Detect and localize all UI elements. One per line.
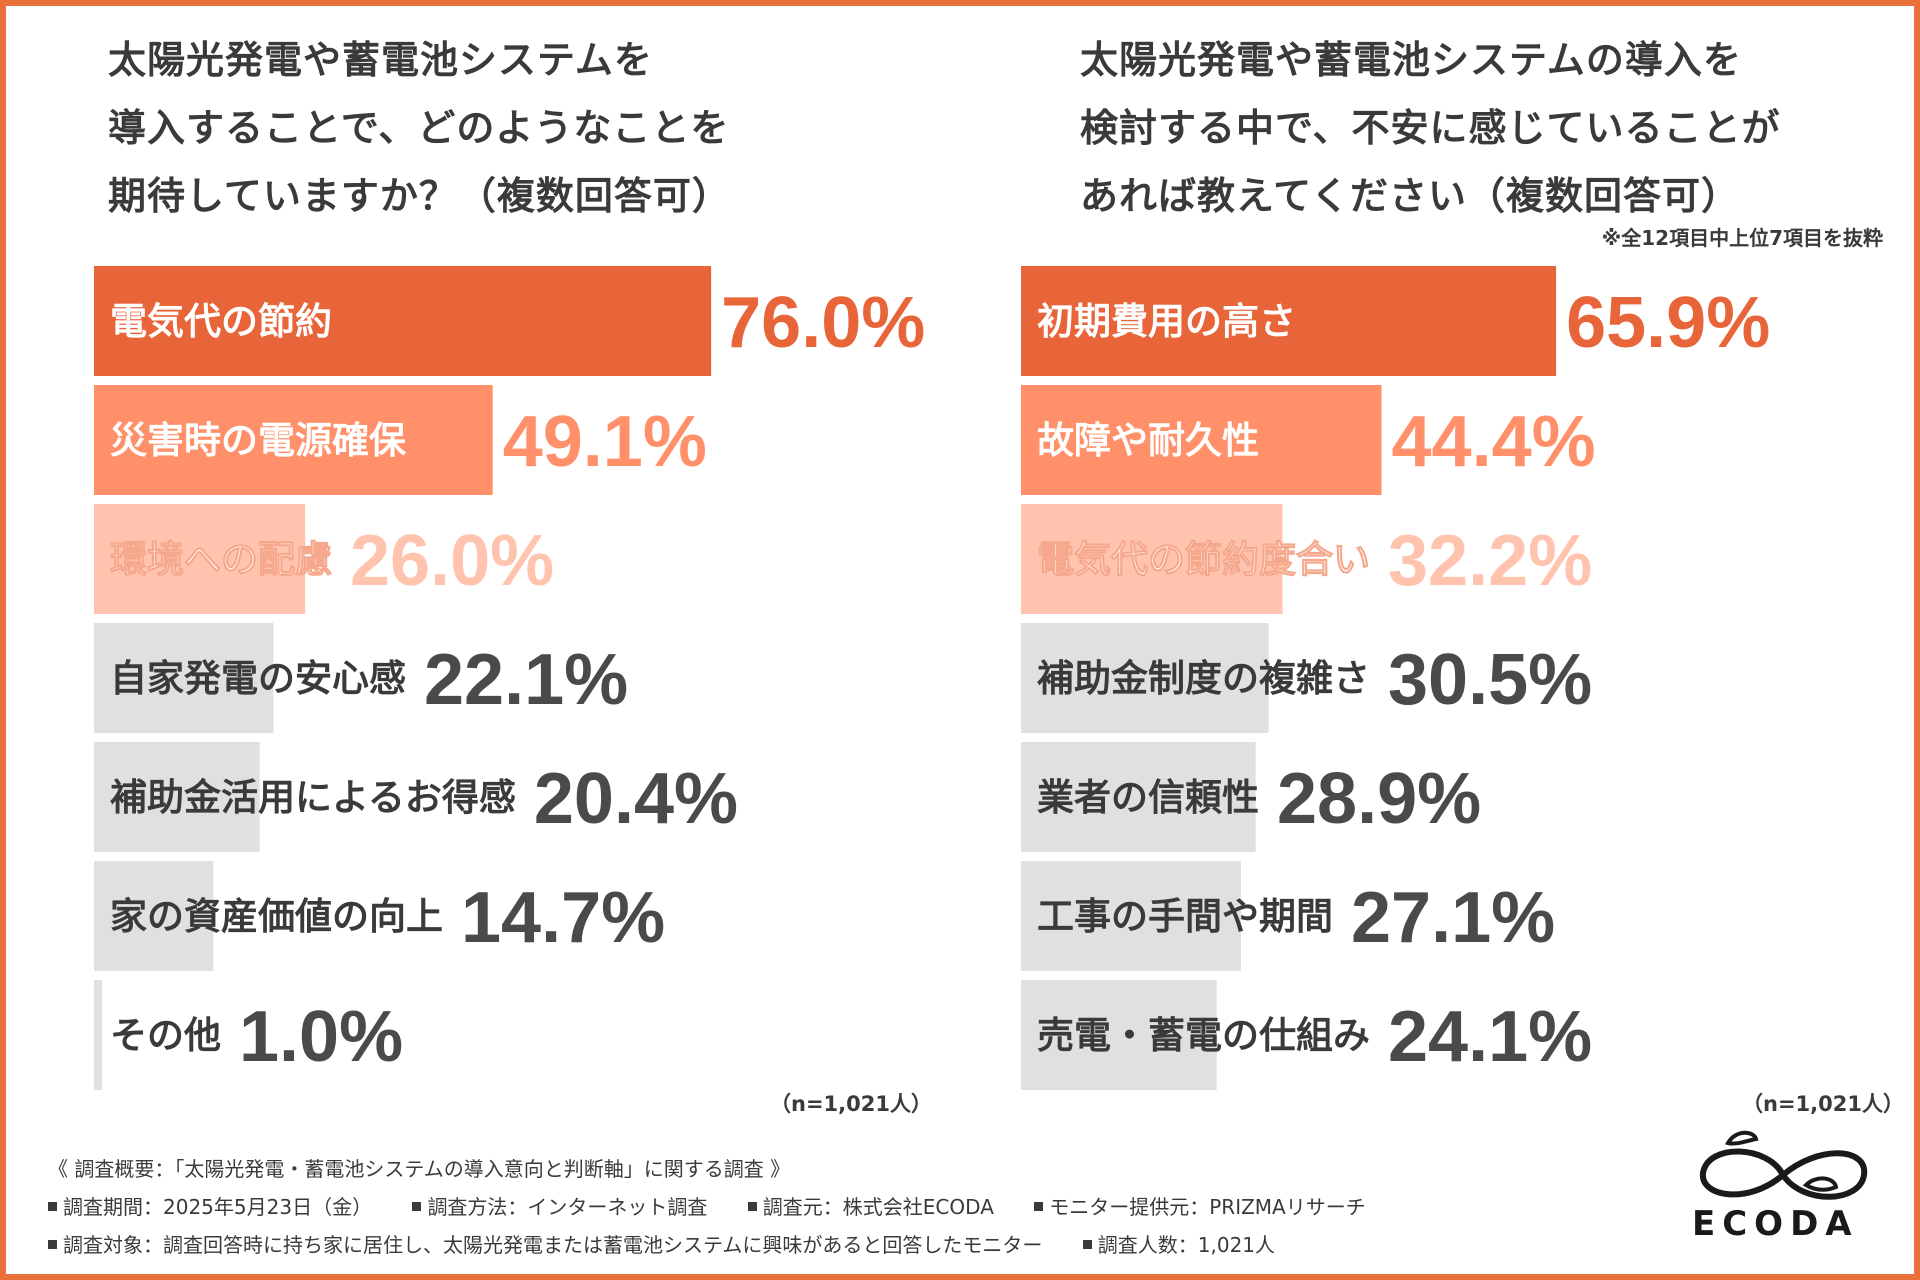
bar: [1021, 504, 1283, 614]
survey-detail-text: 調査人数：1,021人: [1097, 1233, 1276, 1257]
left-chart-title: 太陽光発電や蓄電池システムを 導入することで、どのようなことを 期待していますか…: [108, 26, 731, 230]
value-label: 24.1%: [1388, 997, 1592, 1077]
bar: [94, 266, 712, 376]
value-label: 22.1%: [424, 640, 628, 720]
bar: [94, 623, 274, 733]
right-title-line: あれば教えてください（複数回答可）: [1080, 174, 1740, 218]
right-sample-size: （n=1,021人）: [1742, 1092, 1904, 1116]
value-label: 65.9%: [1566, 283, 1770, 363]
value-label: 26.0%: [350, 521, 554, 601]
left-title-line: 期待していますか？（複数回答可）: [108, 174, 731, 218]
survey-details-line-1: 調査期間：2025年5月23日（金） 調査方法：インターネット調査 調査元：株式…: [48, 1188, 1400, 1226]
survey-details-line-2: 調査対象：調査回答時に持ち家に居住し、太陽光発電または蓄電池システムに興味がある…: [48, 1226, 1400, 1264]
survey-detail: 調査方法：インターネット調査: [412, 1195, 707, 1219]
bar: [94, 504, 306, 614]
category-label: 工事の手間や期間: [1037, 895, 1333, 938]
bullet-square-icon: [412, 1202, 422, 1211]
value-label: 76.0%: [721, 283, 925, 363]
value-label: 20.4%: [534, 759, 738, 839]
survey-detail-text: モニター提供元：PRIZMAリサーチ: [1049, 1195, 1366, 1219]
value-label: 32.2%: [1388, 521, 1592, 601]
value-label: 14.7%: [461, 878, 665, 958]
category-label: 自家発電の安心感: [110, 657, 406, 700]
value-label: 30.5%: [1388, 640, 1592, 720]
right-chart-title: 太陽光発電や蓄電池システムの導入を 検討する中で、不安に感じていることが あれば…: [1080, 26, 1780, 230]
bar: [94, 385, 493, 495]
bar: [1021, 623, 1269, 733]
infinity-leaf-icon: [1699, 1130, 1868, 1200]
category-label: 補助金活用によるお得感: [110, 776, 516, 819]
bar: [94, 861, 214, 971]
value-label: 1.0%: [239, 997, 403, 1077]
left-sample-size: （n=1,021人）: [770, 1092, 932, 1116]
survey-detail-text: 調査期間：2025年5月23日（金）: [63, 1195, 373, 1219]
bullet-square-icon: [747, 1202, 757, 1211]
category-label: その他: [110, 1014, 221, 1057]
survey-detail-text: 調査元：株式会社ECODA: [762, 1195, 994, 1219]
survey-detail: 調査人数：1,021人: [1082, 1233, 1276, 1257]
category-label: 補助金制度の複雑さ: [1037, 657, 1370, 700]
category-label: 環境への配慮: [110, 538, 332, 581]
bullet-square-icon: [1034, 1202, 1044, 1211]
bar: [1021, 266, 1557, 376]
bar: [94, 742, 260, 852]
category-label: 業者の信頼性: [1037, 776, 1259, 819]
right-title-line: 検討する中で、不安に感じていることが: [1080, 106, 1781, 150]
bar: [1021, 742, 1256, 852]
survey-summary: 《 調査概要：「太陽光発電・蓄電池システムの導入意向と判断軸」に関する調査 》 …: [48, 1150, 1400, 1264]
category-label: 故障や耐久性: [1037, 419, 1259, 462]
survey-detail-text: 調査対象：調査回答時に持ち家に居住し、太陽光発電または蓄電池システムに興味がある…: [63, 1233, 1043, 1257]
top-items-note: ※全12項目中上位7項目を抜粋: [1601, 226, 1883, 250]
category-label: 売電・蓄電の仕組み: [1037, 1014, 1370, 1057]
bar: [1021, 861, 1242, 971]
left-title-line: 導入することで、どのようなことを: [108, 106, 730, 150]
bar: [1021, 385, 1382, 495]
bar: [1021, 980, 1217, 1090]
left-title-line: 太陽光発電や蓄電池システムを: [108, 38, 653, 82]
survey-detail: モニター提供元：PRIZMAリサーチ: [1034, 1195, 1366, 1219]
category-label: 家の資産価値の向上: [110, 895, 443, 938]
survey-detail: 調査対象：調査回答時に持ち家に居住し、太陽光発電または蓄電池システムに興味がある…: [48, 1233, 1042, 1257]
category-label: 初期費用の高さ: [1037, 300, 1296, 343]
right-title-line: 太陽光発電や蓄電池システムの導入を: [1080, 38, 1742, 82]
survey-detail: 調査期間：2025年5月23日（金）: [48, 1195, 372, 1219]
value-label: 28.9%: [1277, 759, 1481, 839]
bullet-square-icon: [1082, 1240, 1092, 1249]
category-label: 災害時の電源確保: [110, 419, 407, 462]
category-label: 電気代の節約度合い: [1037, 538, 1370, 581]
value-label: 44.4%: [1392, 402, 1596, 482]
bullet-square-icon: [48, 1240, 57, 1249]
bullet-square-icon: [48, 1202, 57, 1211]
survey-heading: 《 調査概要：「太陽光発電・蓄電池システムの導入意向と判断軸」に関する調査 》: [48, 1157, 791, 1181]
bar: [94, 980, 103, 1090]
survey-detail-text: 調査方法：インターネット調査: [427, 1195, 708, 1219]
survey-detail: 調査元：株式会社ECODA: [747, 1195, 994, 1219]
value-label: 49.1%: [503, 402, 707, 482]
ecoda-logo-text: ECODA: [1692, 1204, 1859, 1244]
value-label: 27.1%: [1351, 878, 1555, 958]
category-label: 電気代の節約: [110, 300, 332, 343]
